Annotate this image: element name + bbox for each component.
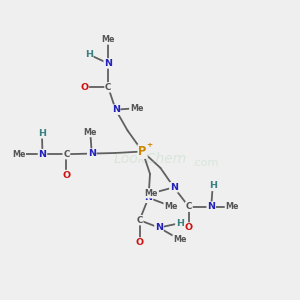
- Text: N: N: [207, 202, 215, 211]
- Text: LookChem: LookChem: [113, 152, 187, 166]
- Text: H: H: [176, 219, 184, 228]
- Text: N: N: [155, 223, 163, 232]
- Text: Me: Me: [130, 104, 143, 113]
- Text: N: N: [170, 183, 178, 192]
- Text: C: C: [136, 216, 143, 225]
- Text: N: N: [38, 150, 46, 159]
- Text: Me: Me: [164, 202, 178, 211]
- Text: Me: Me: [173, 235, 187, 244]
- Text: O: O: [136, 238, 144, 247]
- Text: O: O: [185, 223, 193, 232]
- Text: N: N: [112, 105, 120, 114]
- Text: N: N: [104, 59, 112, 68]
- Text: N: N: [145, 193, 152, 202]
- Text: Me: Me: [225, 202, 239, 211]
- Text: C: C: [105, 83, 111, 92]
- Text: O: O: [80, 83, 88, 92]
- Text: Me: Me: [12, 150, 26, 159]
- Text: P: P: [138, 145, 147, 158]
- Text: Me: Me: [83, 128, 97, 136]
- Text: O: O: [62, 171, 70, 180]
- Text: .com: .com: [192, 158, 219, 168]
- Text: H: H: [85, 50, 93, 59]
- Text: C: C: [63, 150, 70, 159]
- Text: C: C: [186, 202, 192, 211]
- Text: Me: Me: [101, 35, 115, 44]
- Text: +: +: [146, 142, 152, 148]
- Text: H: H: [209, 181, 217, 190]
- Text: Me: Me: [145, 189, 158, 198]
- Text: N: N: [88, 149, 96, 158]
- Text: H: H: [38, 129, 46, 138]
